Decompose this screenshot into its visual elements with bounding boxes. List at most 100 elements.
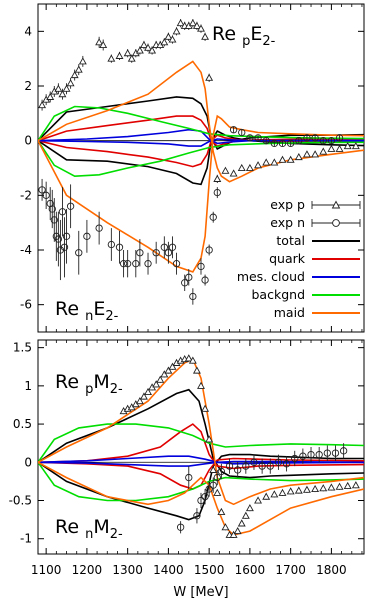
data-point-exp-p (168, 35, 177, 43)
series-line-backgnd-0-7 (38, 140, 364, 178)
title-part: E (93, 298, 105, 320)
data-point-exp-n (181, 279, 189, 287)
data-point-exp-n (270, 139, 278, 148)
data-point-exp-p (139, 40, 148, 49)
data-point-exp-p (62, 84, 71, 92)
data-point-exp-p (99, 40, 108, 49)
data-point-exp-n (48, 205, 56, 213)
title-part: M (93, 371, 109, 393)
data-point-exp-p (229, 530, 238, 538)
data-point-exp-n (213, 188, 221, 197)
data-point-exp-p (294, 486, 303, 494)
y-tick-label-1: -0.5 (9, 494, 32, 508)
data-point-exp-n (274, 458, 283, 466)
data-point-exp-n (282, 460, 291, 468)
data-point-exp-n (60, 243, 69, 251)
series-line-maid-0-8 (38, 60, 364, 183)
data-point-exp-p (278, 488, 287, 496)
data-point-exp-n (323, 449, 331, 457)
legend-label: maid (274, 305, 305, 320)
data-point-exp-p (135, 397, 144, 405)
title-part: n (85, 527, 93, 542)
panel-title-1-0: Re pM2- (55, 371, 123, 397)
y-tick-label-1: 1 (24, 379, 32, 393)
x-tick-label: 1700 (275, 563, 306, 577)
data-point-exp-p (335, 482, 344, 490)
series-line-mes-cloud-1-4 (38, 455, 364, 465)
data-point-exp-p (176, 19, 185, 27)
data-point-exp-p (38, 101, 47, 109)
data-point-exp-n (185, 273, 193, 281)
data-point-exp-p (135, 46, 144, 54)
title-part: E (250, 23, 262, 45)
legend-label: exp n (270, 215, 305, 230)
data-point-exp-p (229, 169, 238, 177)
data-point-exp-p (197, 381, 205, 389)
data-point-exp-n (205, 246, 213, 254)
data-point-exp-p (54, 84, 63, 92)
data-point-exp-p (351, 481, 360, 489)
legend-label: backgnd (252, 287, 306, 302)
data-point-exp-p (148, 46, 157, 54)
title-part: Re (55, 298, 85, 320)
data-point-exp-p (188, 19, 197, 27)
data-point-exp-n (209, 481, 217, 489)
data-point-exp-n (201, 493, 209, 501)
data-point-exp-n (299, 452, 307, 460)
data-point-exp-n (160, 243, 168, 251)
data-point-exp-p (241, 511, 250, 519)
x-tick-label: 1200 (72, 563, 103, 577)
data-point-exp-p (123, 49, 132, 57)
data-point-exp-n (54, 235, 63, 243)
data-point-exp-n (307, 450, 315, 459)
panel-title-0-1: Re nE2- (55, 298, 119, 324)
legend-label: total (276, 233, 305, 248)
data-point-exp-p (262, 492, 271, 500)
data-point-exp-n (238, 128, 246, 137)
data-point-exp-p (205, 73, 214, 81)
data-point-exp-n (339, 447, 348, 455)
data-point-exp-p (237, 519, 246, 527)
data-point-exp-p (192, 366, 201, 374)
data-point-exp-n (205, 485, 213, 493)
title-part: Re (55, 371, 85, 393)
data-point-exp-p (278, 155, 287, 163)
data-point-exp-n (286, 139, 295, 148)
data-point-exp-n (42, 191, 50, 199)
data-point-exp-p (233, 526, 242, 535)
data-point-exp-p (302, 150, 311, 158)
panel-title-1-1: Re nM2- (55, 516, 123, 542)
title-part: Re (55, 516, 85, 538)
data-point-exp-p (160, 38, 169, 46)
series-line-mes-cloud-1-5 (38, 460, 364, 467)
legend-label: exp p (270, 197, 305, 212)
data-point-exp-n (331, 449, 340, 457)
data-point-exp-p (254, 496, 263, 504)
data-point-exp-p (262, 158, 271, 166)
data-point-exp-n (168, 243, 177, 251)
legend-circle-marker (332, 219, 340, 227)
data-point-exp-n (209, 213, 217, 221)
data-point-exp-p (213, 174, 222, 182)
data-point-exp-p (152, 380, 161, 388)
data-point-exp-p (270, 158, 279, 166)
data-point-exp-n (250, 458, 258, 466)
x-tick-label: 1400 (153, 563, 184, 577)
y-tick-label-0: 4 (24, 24, 32, 38)
data-point-exp-n (144, 260, 152, 268)
data-point-exp-p (343, 142, 352, 150)
data-point-exp-n (75, 249, 83, 257)
data-point-exp-n (66, 202, 75, 210)
data-point-exp-p (237, 163, 246, 172)
data-point-exp-p (184, 354, 193, 362)
data-point-exp-p (188, 356, 197, 364)
data-point-exp-p (172, 27, 181, 35)
data-point-exp-p (70, 70, 79, 79)
data-point-exp-n (50, 216, 58, 224)
data-point-exp-p (311, 484, 320, 493)
data-point-exp-p (319, 484, 328, 492)
data-point-exp-p (327, 483, 336, 491)
data-point-exp-n (335, 134, 344, 142)
data-point-exp-n (201, 276, 209, 284)
